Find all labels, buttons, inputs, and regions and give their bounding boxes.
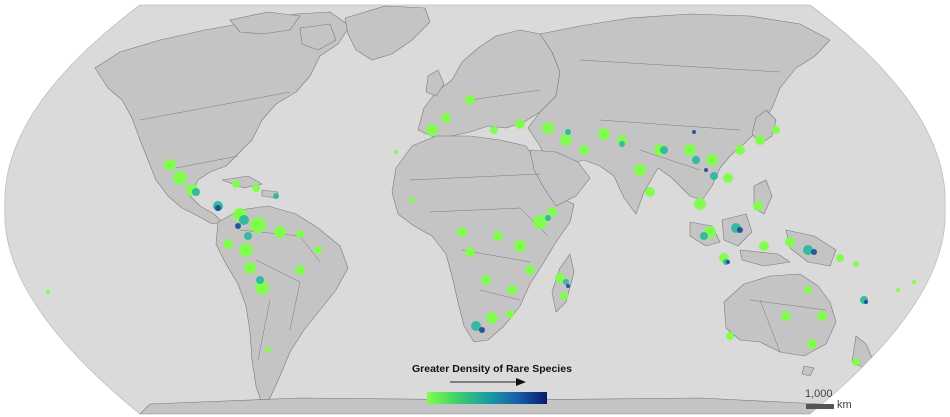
legend-title: Greater Density of Rare Species xyxy=(412,363,572,375)
scale-bar-line xyxy=(806,404,834,409)
arrow-right-icon xyxy=(450,378,526,386)
africa-landmass xyxy=(391,135,575,343)
asia-landmass xyxy=(527,13,831,215)
australia-landmass xyxy=(723,273,837,357)
arctic-islands xyxy=(229,11,337,51)
antarctica-landmass xyxy=(139,397,831,414)
legend-gradient-bar xyxy=(427,392,547,404)
madagascar-landmass xyxy=(551,253,575,313)
scale-value: 1,000 xyxy=(805,388,833,400)
density-high xyxy=(215,130,868,333)
north-america-landmass xyxy=(94,11,351,225)
scale-unit: km xyxy=(837,399,852,411)
scale-bar: 1,000 km xyxy=(800,388,860,414)
indonesia-islands xyxy=(689,179,837,267)
british-isles xyxy=(425,69,445,97)
density-legend: Greater Density of Rare Species xyxy=(402,360,582,408)
greenland-landmass xyxy=(344,5,431,61)
arabia-landmass xyxy=(529,149,591,207)
